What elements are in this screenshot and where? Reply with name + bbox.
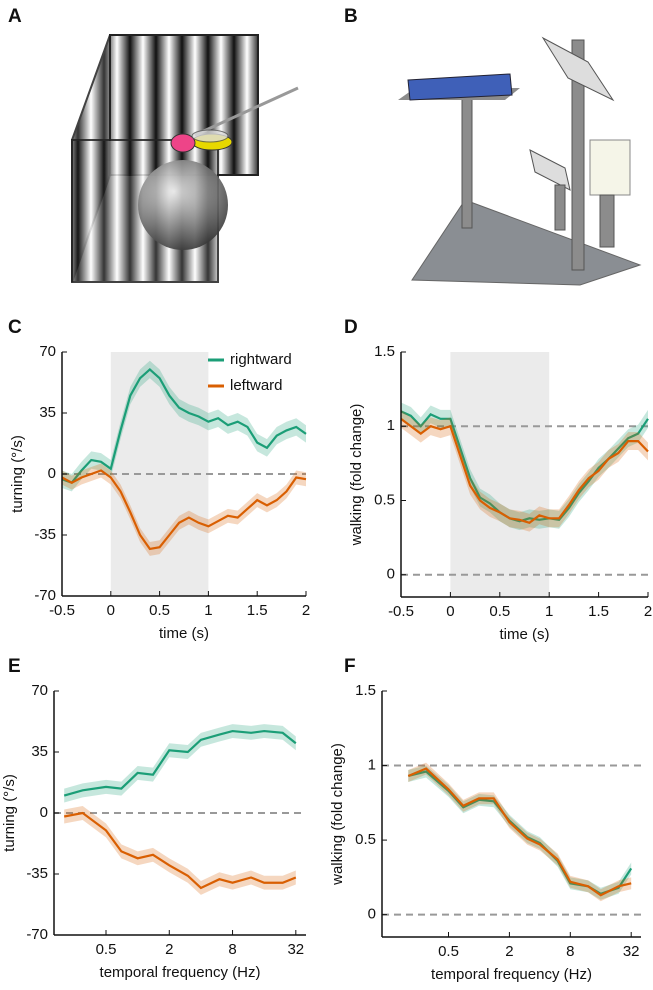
x-tick-label: 1.5 bbox=[588, 603, 609, 620]
x-tick-label: 8 bbox=[228, 941, 236, 958]
error-band bbox=[64, 806, 296, 895]
x-tick-label: 0.5 bbox=[149, 602, 170, 619]
x-tick-label: 0.5 bbox=[489, 603, 510, 620]
y-axis-label: turning (°/s) bbox=[1, 774, 18, 852]
y-tick-label: 1 bbox=[368, 757, 376, 774]
data-line bbox=[63, 729, 297, 797]
x-tick-label: 0.5 bbox=[96, 941, 117, 958]
y-tick-label: 1.5 bbox=[374, 343, 395, 360]
panel-label: C bbox=[8, 317, 22, 338]
error-band bbox=[62, 463, 306, 556]
illustration-b bbox=[398, 36, 642, 286]
x-axis-label: time (s) bbox=[500, 626, 550, 643]
x-tick-label: 0.5 bbox=[438, 943, 459, 960]
legend-label: rightward bbox=[230, 351, 292, 368]
y-axis-label: walking (fold change) bbox=[329, 743, 346, 886]
y-tick-label: 0 bbox=[368, 906, 376, 923]
y-tick-label: -35 bbox=[26, 865, 48, 882]
y-tick-label: 35 bbox=[39, 404, 56, 421]
panel-label: B bbox=[344, 6, 358, 27]
x-tick-label: 8 bbox=[566, 943, 574, 960]
legend-label: leftward bbox=[230, 377, 283, 394]
x-tick-label: 1 bbox=[204, 602, 212, 619]
y-tick-label: 35 bbox=[31, 743, 48, 760]
x-axis-label: temporal frequency (Hz) bbox=[100, 964, 261, 981]
y-tick-label: 0 bbox=[387, 566, 395, 583]
y-axis-label: turning (°/s) bbox=[9, 435, 26, 513]
panel-label: F bbox=[344, 656, 356, 677]
panel-label: A bbox=[8, 6, 22, 27]
x-tick-label: -0.5 bbox=[49, 602, 75, 619]
error-band bbox=[401, 402, 648, 531]
data-line bbox=[407, 767, 632, 897]
y-tick-label: -35 bbox=[34, 526, 56, 543]
y-tick-label: 0 bbox=[40, 804, 48, 821]
data-line bbox=[61, 469, 307, 551]
y-tick-label: 70 bbox=[31, 682, 48, 699]
x-tick-label: 2 bbox=[505, 943, 513, 960]
x-axis-label: time (s) bbox=[159, 625, 209, 642]
y-tick-label: 0.5 bbox=[355, 831, 376, 848]
x-tick-label: 1 bbox=[545, 603, 553, 620]
y-tick-label: 0.5 bbox=[374, 491, 395, 508]
y-tick-label: 1 bbox=[387, 417, 395, 434]
y-tick-label: 1.5 bbox=[355, 682, 376, 699]
x-tick-label: 32 bbox=[287, 941, 304, 958]
x-tick-label: 1.5 bbox=[247, 602, 268, 619]
y-tick-label: -70 bbox=[34, 587, 56, 604]
x-tick-label: 0 bbox=[446, 603, 454, 620]
x-tick-label: 32 bbox=[623, 943, 640, 960]
illustration-a bbox=[71, 34, 299, 283]
x-tick-label: 2 bbox=[302, 602, 310, 619]
error-band bbox=[64, 724, 296, 803]
data-line bbox=[63, 811, 297, 890]
panel-label: E bbox=[8, 656, 21, 677]
panel-label: D bbox=[344, 317, 358, 338]
y-axis-label: walking (fold change) bbox=[348, 404, 365, 547]
data-line bbox=[61, 367, 307, 485]
x-tick-label: 2 bbox=[644, 603, 652, 620]
data-line bbox=[400, 417, 649, 524]
x-tick-label: -0.5 bbox=[388, 603, 414, 620]
y-tick-label: 0 bbox=[48, 465, 56, 482]
x-tick-label: 2 bbox=[165, 941, 173, 958]
y-tick-label: 70 bbox=[39, 343, 56, 360]
x-tick-label: 0 bbox=[107, 602, 115, 619]
y-tick-label: -70 bbox=[26, 926, 48, 943]
x-axis-label: temporal frequency (Hz) bbox=[431, 966, 592, 983]
